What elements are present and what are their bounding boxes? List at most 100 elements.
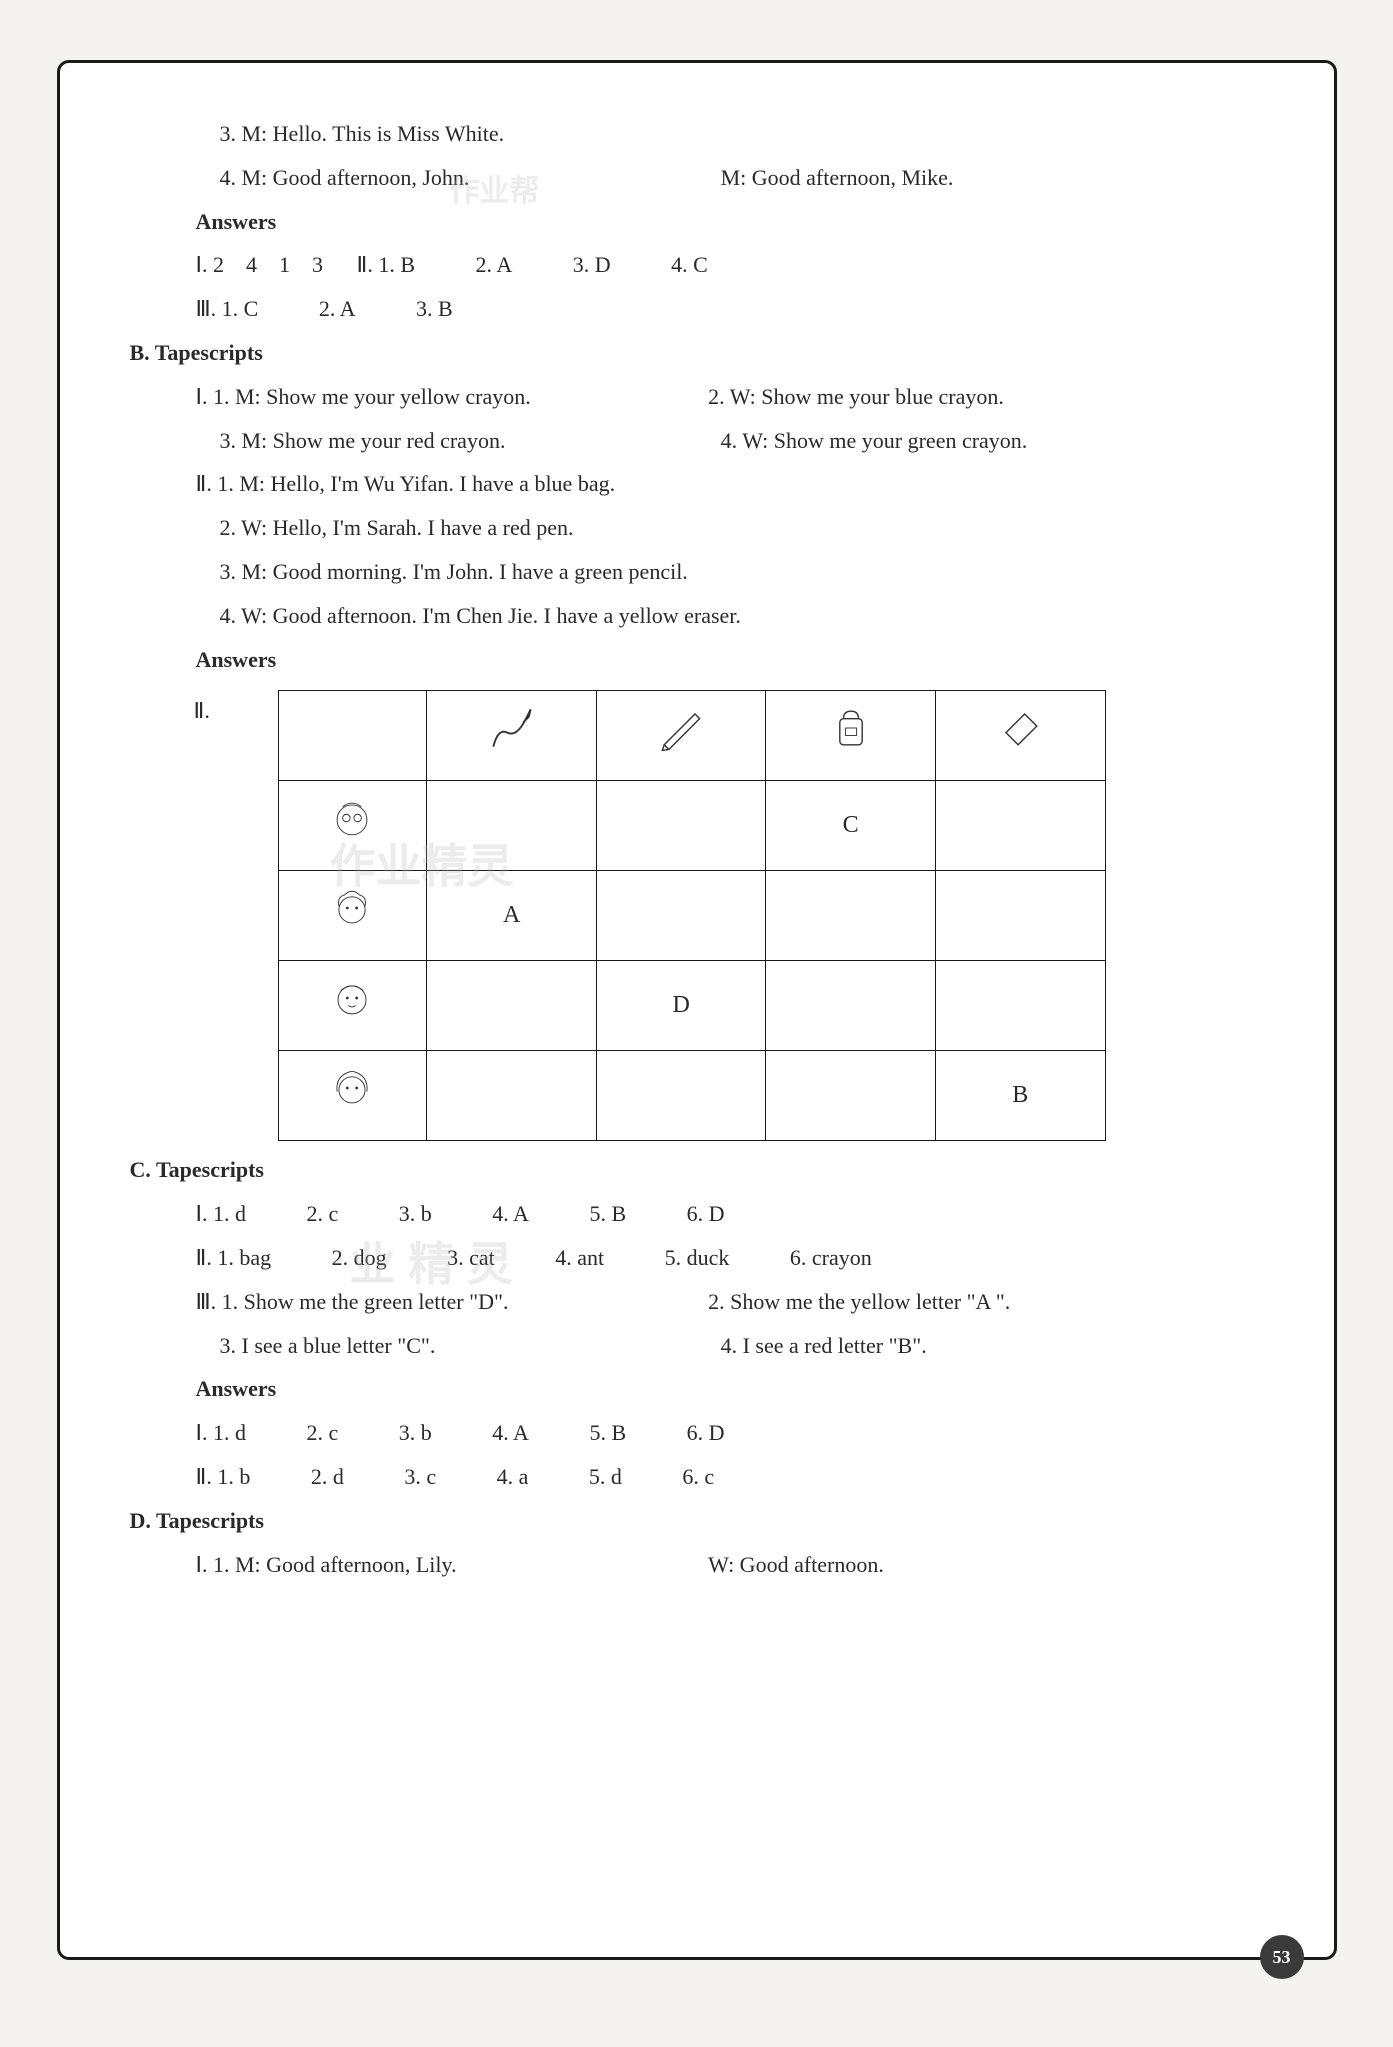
b-ii-2: 2. W: Hello, I'm Sarah. I have a red pen… — [160, 507, 1264, 549]
a-row2-v2: 2. A — [319, 288, 356, 330]
header-eraser-icon — [935, 691, 1105, 781]
cell-3-4 — [935, 961, 1105, 1051]
c-ai-1: Ⅰ. 1. d — [196, 1412, 247, 1454]
header-blank — [278, 691, 427, 781]
answers-a-heading: Answers — [160, 201, 1264, 243]
c-i-row: Ⅰ. 1. d 2. c 3. b 4. A 5. B 6. D — [160, 1193, 1264, 1235]
table-row-2: A — [278, 871, 1105, 961]
top-line-4: 4. M: Good afternoon, John. M: Good afte… — [160, 157, 1264, 199]
face-girl-1-icon — [278, 871, 427, 961]
c-i-1: Ⅰ. 1. d — [196, 1193, 247, 1235]
cell-3-1 — [427, 961, 597, 1051]
b-ii-4: 4. W: Good afternoon. I'm Chen Jie. I ha… — [160, 595, 1264, 637]
c-ii-4: 4. ant — [555, 1237, 604, 1279]
b-ii-3: 3. M: Good morning. I'm John. I have a g… — [160, 551, 1264, 593]
cell-2-3 — [766, 871, 936, 961]
a-row1-prefix: Ⅰ. 2 4 1 3 — [196, 244, 324, 286]
c-iii-3r: 4. I see a red letter "B". — [721, 1325, 1264, 1367]
face-girl-2-icon — [278, 1051, 427, 1141]
c-ii-6: 6. crayon — [790, 1237, 872, 1279]
c-aii-5: 5. d — [589, 1456, 622, 1498]
answer-matching-table: C A D — [278, 690, 1106, 1141]
b-i-3: 3. M: Show me your red crayon. 4. W: Sho… — [160, 420, 1264, 462]
cell-4-1 — [427, 1051, 597, 1141]
b-i-3r: 4. W: Show me your green crayon. — [721, 420, 1264, 462]
cell-2-2 — [596, 871, 766, 961]
cell-1-4 — [935, 781, 1105, 871]
c-ii-3: 3. cat — [447, 1237, 495, 1279]
cell-3-3 — [766, 961, 936, 1051]
b-i-1: Ⅰ. 1. M: Show me your yellow crayon. 2. … — [160, 376, 1264, 418]
page-number-badge: 53 — [1260, 1935, 1304, 1979]
d-i-1r: W: Good afternoon. — [708, 1544, 1263, 1586]
cell-4-2 — [596, 1051, 766, 1141]
a-row1-ii: Ⅱ. 1. B — [357, 244, 416, 286]
top4-right: M: Good afternoon, Mike. — [721, 157, 1264, 199]
c-ai-6: 6. D — [687, 1412, 725, 1454]
d-i-1l: Ⅰ. 1. M: Good afternoon, Lily. — [196, 1544, 709, 1586]
b-i-1r: 2. W: Show me your blue crayon. — [708, 376, 1263, 418]
c-aii-3: 3. c — [404, 1456, 436, 1498]
header-pencil-icon — [596, 691, 766, 781]
a-row1-v2: 2. A — [476, 244, 513, 286]
answers-a-row2: Ⅲ. 1. C 2. A 3. B — [160, 288, 1264, 330]
cell-3-2: D — [596, 961, 766, 1051]
c-ii-5: 5. duck — [665, 1237, 730, 1279]
c-iii-3l: 3. I see a blue letter "C". — [220, 1325, 721, 1367]
c-i-5: 5. B — [589, 1193, 626, 1235]
c-ans-ii: Ⅱ. 1. b 2. d 3. c 4. a 5. d 6. c — [160, 1456, 1264, 1498]
c-iii-1: Ⅲ. 1. Show me the green letter "D". 2. S… — [160, 1281, 1264, 1323]
c-ai-5: 5. B — [589, 1412, 626, 1454]
c-i-2: 2. c — [307, 1193, 339, 1235]
a-row2-prefix: Ⅲ. 1. C — [196, 288, 259, 330]
c-ii-row: Ⅱ. 1. bag 2. dog 3. cat 4. ant 5. duck 6… — [160, 1237, 1264, 1279]
b-i-1l: Ⅰ. 1. M: Show me your yellow crayon. — [196, 376, 709, 418]
b-table-prefix: Ⅱ. — [160, 682, 218, 732]
cell-4-4: B — [935, 1051, 1105, 1141]
c-aii-2: 2. d — [311, 1456, 344, 1498]
cell-1-2 — [596, 781, 766, 871]
c-i-4: 4. A — [492, 1193, 529, 1235]
d-heading: D. Tapescripts — [130, 1500, 1264, 1542]
cell-2-1: A — [427, 871, 597, 961]
top4-left: 4. M: Good afternoon, John. — [220, 157, 721, 199]
cell-1-3: C — [766, 781, 936, 871]
c-i-3: 3. b — [399, 1193, 432, 1235]
b-ii-1: Ⅱ. 1. M: Hello, I'm Wu Yifan. I have a b… — [160, 463, 1264, 505]
a-row1-v4: 4. C — [671, 244, 708, 286]
c-ai-3: 3. b — [399, 1412, 432, 1454]
face-boy-2-icon — [278, 961, 427, 1051]
table-row-header — [278, 691, 1105, 781]
header-bag-icon — [766, 691, 936, 781]
table-row-3: D — [278, 961, 1105, 1051]
c-aii-6: 6. c — [682, 1456, 714, 1498]
c-ai-4: 4. A — [492, 1412, 529, 1454]
a-row2-v3: 3. B — [416, 288, 453, 330]
c-iii-1l: Ⅲ. 1. Show me the green letter "D". — [196, 1281, 709, 1323]
a-row1-v3: 3. D — [573, 244, 611, 286]
b-answers-heading: Answers — [160, 639, 1264, 681]
table-row-1: C — [278, 781, 1105, 871]
table-row-4: B — [278, 1051, 1105, 1141]
c-aii-4: 4. a — [497, 1456, 529, 1498]
face-boy-glasses-icon — [278, 781, 427, 871]
page-content: 作业帮 3. M: Hello. This is Miss White. 4. … — [57, 60, 1337, 1960]
c-iii-1r: 2. Show me the yellow letter "A ". — [708, 1281, 1263, 1323]
top-line-3: 3. M: Hello. This is Miss White. — [160, 113, 1264, 155]
c-i-6: 6. D — [687, 1193, 725, 1235]
cell-2-4 — [935, 871, 1105, 961]
c-heading: C. Tapescripts — [130, 1149, 1264, 1191]
b-heading: B. Tapescripts — [130, 332, 1264, 374]
cell-1-1 — [427, 781, 597, 871]
c-ii-2: 2. dog — [332, 1237, 387, 1279]
d-i-1: Ⅰ. 1. M: Good afternoon, Lily. W: Good a… — [160, 1544, 1264, 1586]
c-ai-2: 2. c — [307, 1412, 339, 1454]
c-answers-heading: Answers — [160, 1368, 1264, 1410]
cell-4-3 — [766, 1051, 936, 1141]
c-ans-i: Ⅰ. 1. d 2. c 3. b 4. A 5. B 6. D — [160, 1412, 1264, 1454]
answers-a-row1: Ⅰ. 2 4 1 3 Ⅱ. 1. B 2. A 3. D 4. C — [160, 244, 1264, 286]
b-i-3l: 3. M: Show me your red crayon. — [220, 420, 721, 462]
c-aii-1: Ⅱ. 1. b — [196, 1456, 251, 1498]
c-iii-3: 3. I see a blue letter "C". 4. I see a r… — [160, 1325, 1264, 1367]
header-pen-icon — [427, 691, 597, 781]
